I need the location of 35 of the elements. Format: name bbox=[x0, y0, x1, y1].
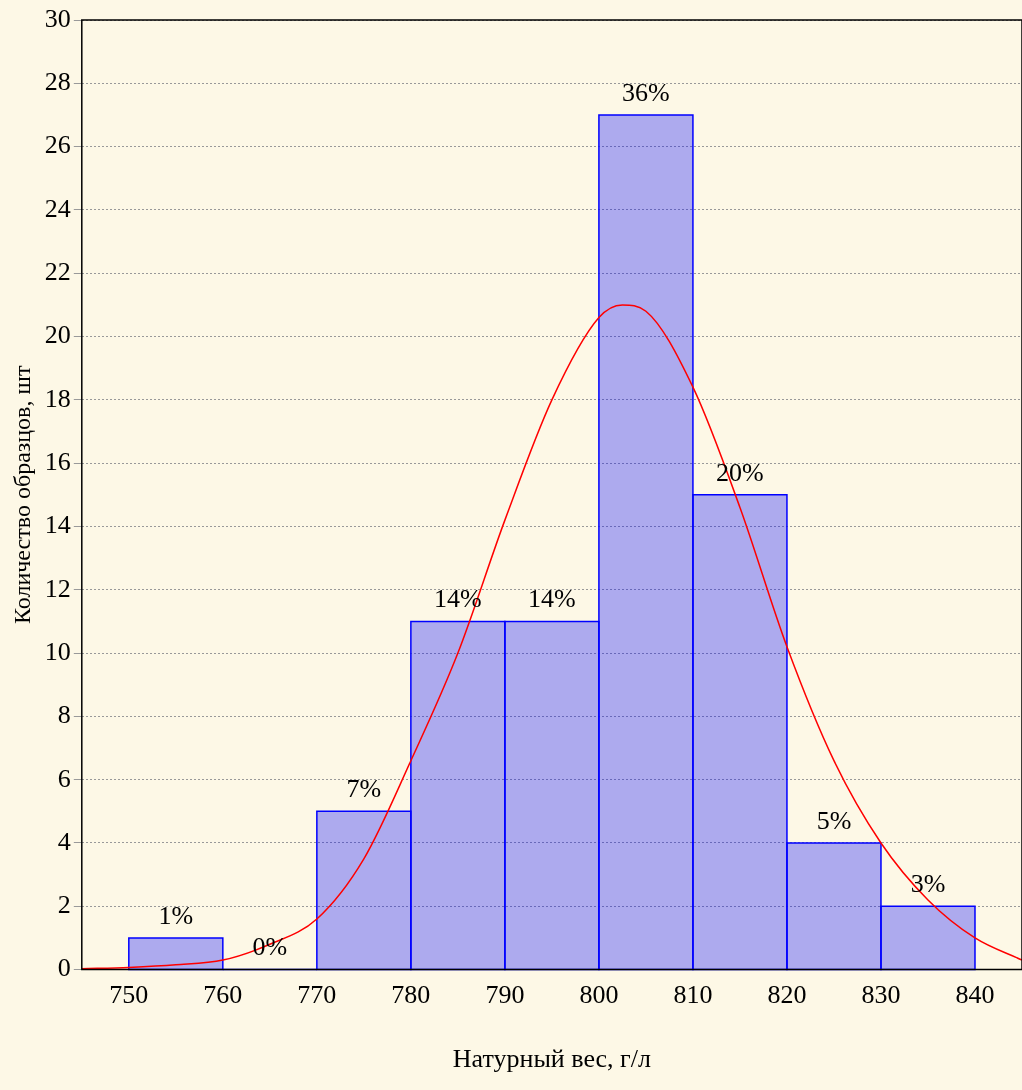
y-tick-label: 2 bbox=[57, 890, 71, 920]
annotation: 7% bbox=[346, 774, 382, 804]
y-tick-label: 16 bbox=[44, 446, 71, 476]
annotation: 14% bbox=[528, 584, 576, 614]
annotation: 3% bbox=[910, 869, 946, 899]
y-tick-label: 10 bbox=[44, 636, 71, 666]
x-tick-label: 780 bbox=[391, 980, 431, 1010]
y-tick-label: 12 bbox=[44, 573, 71, 603]
annotation: 36% bbox=[622, 77, 670, 107]
line-series bbox=[81, 304, 1022, 970]
y-tick-label: 26 bbox=[44, 130, 71, 160]
x-tick-label: 800 bbox=[579, 980, 619, 1010]
x-tick-label: 760 bbox=[203, 980, 243, 1010]
y-tick-label: 30 bbox=[44, 3, 71, 33]
y-tick-label: 14 bbox=[44, 510, 71, 540]
y-tick-label: 18 bbox=[44, 383, 71, 413]
y-tick-label: 28 bbox=[44, 67, 71, 97]
annotation: 5% bbox=[816, 805, 852, 835]
x-tick-label: 820 bbox=[767, 980, 807, 1010]
y-tick-label: 4 bbox=[57, 826, 71, 856]
annotation: 1% bbox=[158, 900, 194, 930]
x-tick-label: 840 bbox=[955, 980, 995, 1010]
y-tick-label: 24 bbox=[44, 193, 71, 223]
x-tick-label: 790 bbox=[485, 980, 525, 1010]
x-axis-title: Натурный вес, г/л bbox=[452, 1044, 652, 1074]
x-tick-label: 830 bbox=[861, 980, 901, 1010]
y-tick-label: 20 bbox=[44, 320, 71, 350]
y-tick-label: 0 bbox=[57, 953, 71, 983]
y-tick-label: 8 bbox=[57, 700, 71, 730]
y-tick-label: 6 bbox=[57, 763, 71, 793]
y-tick-label: 22 bbox=[44, 257, 71, 287]
y-axis-title: Количество образцов, шт bbox=[8, 365, 35, 625]
x-tick-label: 810 bbox=[673, 980, 713, 1010]
x-tick-label: 750 bbox=[109, 980, 149, 1010]
x-tick-label: 770 bbox=[297, 980, 337, 1010]
